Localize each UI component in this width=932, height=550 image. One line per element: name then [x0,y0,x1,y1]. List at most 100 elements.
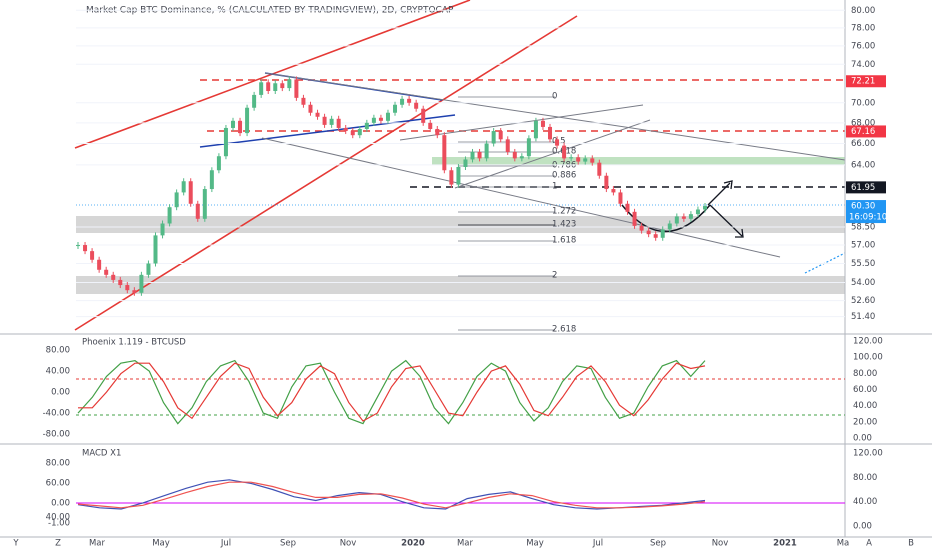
fib-label: 1 [552,182,557,192]
candle [414,102,419,109]
green-zone [432,157,845,165]
y-tick-label: 51.40 [851,312,875,322]
countdown-box [846,211,886,224]
candle [111,274,116,280]
fib-label: 0 [552,92,557,102]
indicator-line [78,362,706,422]
candle [533,120,538,139]
candle [569,157,574,159]
candle [400,98,405,105]
candle [294,79,299,98]
x-tick-label: 2020 [401,539,425,549]
toolbar-button[interactable]: A [866,539,872,549]
y2-tick-label: 40.00 [853,401,877,411]
candle [639,225,644,231]
candle [301,97,306,105]
candle [195,203,200,219]
candle [209,170,214,190]
candle [216,156,221,171]
candle [512,151,517,159]
candle [393,104,398,113]
candle [259,82,264,95]
fib-label: 0.786 [552,161,576,171]
candle [336,118,341,128]
candle [146,263,151,275]
candle [160,223,165,236]
fib-label: 2.618 [552,325,576,335]
channel-line [74,15,578,331]
x-tick-label: Sep [650,539,666,549]
candle [329,118,334,125]
candle [526,138,531,157]
y-tick-label: -1.00 [48,519,70,529]
arrows [707,180,744,238]
candle [202,189,207,219]
candle [83,245,88,252]
candle [505,139,510,152]
candle [519,156,524,159]
candle [604,175,609,190]
candle [350,131,355,136]
candle [97,259,102,270]
x-tick-label: Jul [592,539,603,549]
candle [421,108,426,123]
toolbar-button[interactable]: B [908,539,914,549]
y-tick-label: 78.00 [851,23,875,33]
y-tick-label: 0.00 [51,499,70,509]
y-tick-label: 60.00 [46,479,70,489]
y2-tick-label: 120.00 [853,448,883,458]
candle [463,159,468,167]
y-tick-label: -40.00 [43,409,70,419]
candle [484,143,489,159]
x-tick-label: Sep [280,539,296,549]
price-label-box [846,200,886,213]
y2-tick-label: 100.00 [853,353,883,363]
candle [266,82,271,92]
candle [548,126,553,140]
candle [118,279,123,286]
price-label: 60.30 [851,202,875,212]
indicator-line [77,479,706,510]
y-tick-label: 57.00 [851,241,875,251]
fib-label: 1.423 [552,220,576,230]
toolbar-button[interactable]: Z [55,539,61,549]
candle [174,192,179,208]
candle [364,122,369,129]
trend-line [261,137,781,258]
y2-tick-label: 0.00 [853,522,872,532]
candle [428,122,433,129]
candle [280,83,285,89]
candle [625,203,630,212]
cup-arc [621,204,711,233]
y2-tick-label: 0.00 [853,433,872,443]
y2-tick-label: 40.00 [853,497,877,507]
y-tick-label: 80.00 [46,459,70,469]
candle [125,285,130,291]
fib-label: 1.618 [552,236,576,246]
y-tick-label: 0.00 [51,388,70,398]
y-tick-label: 52.60 [851,296,875,306]
candle [695,209,700,215]
fib-label: 0.886 [552,171,576,181]
indicator-title: MACD X1 [82,449,121,459]
candle [583,158,588,162]
y-tick-label: 58.50 [851,223,875,233]
candle [456,166,461,185]
candle [470,151,475,160]
candle [618,192,623,204]
price-label-box [846,125,886,138]
candle [660,229,665,238]
candle [435,128,440,136]
candle [667,223,672,230]
y2-tick-label: 80.00 [853,369,877,379]
y-tick-label: 70.00 [851,98,875,108]
toolbar-button[interactable]: Y [12,539,19,549]
candle [188,181,193,204]
candle [498,131,503,140]
candle [576,157,581,162]
projection [804,252,846,274]
y-tick-label: 68.00 [851,118,875,128]
price-label: 61.95 [851,183,875,193]
